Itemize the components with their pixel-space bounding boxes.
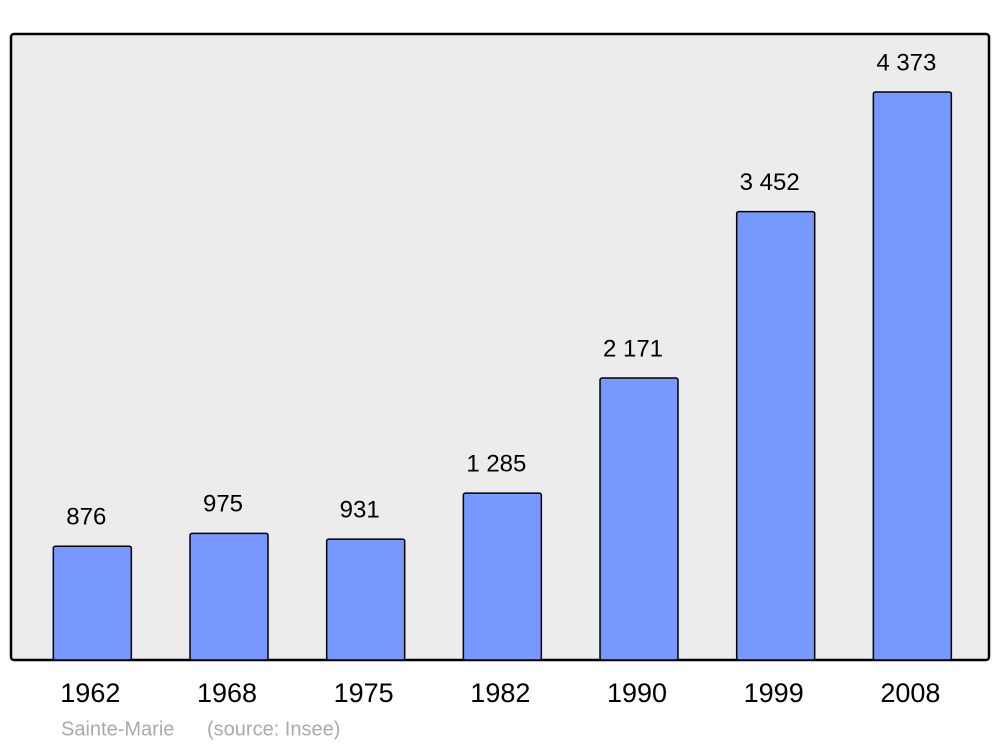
x-tick-label: 1975: [334, 678, 394, 708]
value-label: 876: [66, 504, 106, 531]
chart-title: Sainte-Marie: [61, 718, 174, 740]
bar: [462, 492, 543, 661]
x-tick-label: 1962: [60, 678, 120, 708]
x-tick-label: 1990: [607, 678, 667, 708]
x-tick-label: 1968: [197, 678, 257, 708]
x-tick-label: 1999: [744, 678, 804, 708]
source-note: (source: Insee): [207, 718, 340, 740]
bar: [735, 210, 816, 661]
bar: [325, 538, 406, 661]
x-tick-label: 2008: [880, 678, 940, 708]
bar: [872, 91, 953, 661]
x-tick-label: 1982: [470, 678, 530, 708]
bar: [599, 377, 679, 661]
value-label: 2 171: [603, 335, 663, 362]
value-label: 975: [203, 491, 243, 518]
bar: [52, 545, 133, 661]
bar: [189, 532, 269, 661]
value-label: 931: [340, 496, 380, 523]
value-label: 4 373: [876, 49, 936, 76]
value-label: 1 285: [466, 450, 526, 477]
value-label: 3 452: [740, 169, 800, 196]
